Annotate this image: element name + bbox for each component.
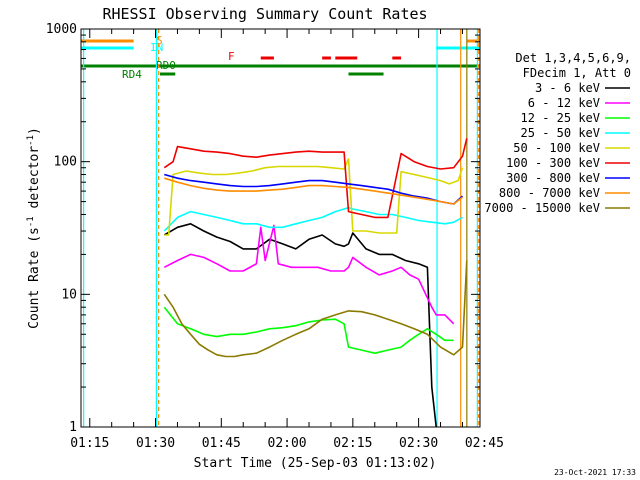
flag-label-rd0: RD0 [156,59,176,72]
series-line-8 [164,177,463,205]
y-axis-label-end: ) [27,127,42,135]
series-line-9 [163,260,468,358]
x-tick-label: 01:45 [202,436,241,451]
y-axis: 1 10 100 1000 [46,22,480,435]
y-axis-label: Count Rate (s-1 detector-1) [26,127,42,329]
series-line-3 [163,306,454,354]
x-tick-label: 02:00 [268,436,307,451]
flag-label-f: F [228,50,235,63]
plot-frame [80,28,481,428]
footer-date: 23-Oct-2021 17:33 [554,468,636,477]
x-tick-label: 01:30 [136,436,175,451]
series-line-1 [163,223,437,428]
series-line-2 [163,224,455,325]
legend-entry-label: 12 - 25 keV [521,111,600,125]
y-tick-label: 1 [69,420,77,435]
legend: Det 1,3,4,5,6,9, FDecim 1, Att 0 3 - 6 k… [484,51,631,215]
legend-entry-label: 6 - 12 keV [528,96,600,110]
y-axis-label-main: Count Rate (s [27,227,42,329]
x-tick-label: 01:15 [70,436,109,451]
series-line-7 [164,173,464,205]
x-tick-label: 02:15 [333,436,372,451]
flag-label-s: S [156,34,163,47]
y-tick-label: 100 [54,155,77,170]
legend-entry-label: 100 - 300 keV [506,156,600,170]
legend-entry-label: 800 - 7000 keV [499,186,600,200]
series-line-4 [163,206,463,232]
chart-title: RHESSI Observing Summary Count Rates [102,5,427,23]
legend-entry-label: 25 - 50 keV [521,126,600,140]
y-axis-label-sup: -1 [26,216,36,227]
vertical-markers [83,29,480,427]
data-series [163,138,468,428]
legend-entry-label: 300 - 800 keV [506,171,600,185]
y-tick-label: 10 [61,287,77,302]
y-axis-label-sup2: -1 [26,135,36,146]
flag-label-rd4: RD4 [122,68,142,81]
y-axis-label-rest: detector [27,146,42,217]
series-line-6 [163,138,468,219]
series-line-5 [164,158,464,236]
legend-entry-label: 3 - 6 keV [535,81,600,95]
y-tick-label: 1000 [46,22,77,37]
legend-header-line-1: Det 1,3,4,5,6,9, [515,51,631,65]
legend-entry-label: 7000 - 15000 keV [484,201,600,215]
x-tick-label: 02:30 [399,436,438,451]
x-axis-label: Start Time (25-Sep-03 01:13:02) [194,456,437,471]
x-tick-label: 02:45 [465,436,504,451]
legend-header-line-2: FDecim 1, Att 0 [523,66,631,80]
x-axis: 01:15 01:30 01:45 02:00 02:15 02:30 02:45 [70,29,504,451]
legend-entry-label: 50 - 100 keV [513,141,600,155]
